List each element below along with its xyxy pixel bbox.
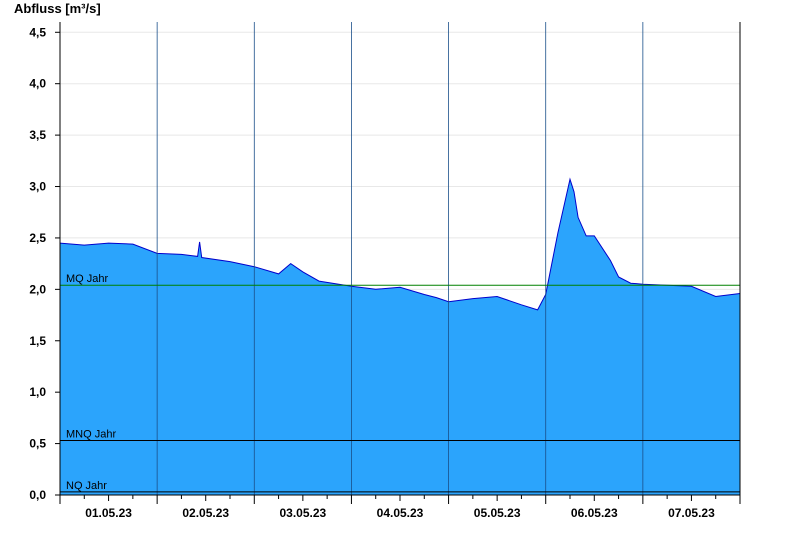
- y-tick-label-7: 3,5: [29, 128, 46, 142]
- discharge-area: [60, 179, 740, 496]
- x-tick-label-5: 06.05.23: [571, 506, 618, 520]
- y-tick-label-1: 0,5: [29, 437, 46, 451]
- y-tick-label-8: 4,0: [29, 77, 46, 91]
- x-tick-label-0: 01.05.23: [85, 506, 132, 520]
- y-tick-label-5: 2,5: [29, 231, 46, 245]
- x-tick-label-2: 03.05.23: [279, 506, 326, 520]
- y-tick-label-0: 0,0: [29, 488, 46, 502]
- x-tick-label-1: 02.05.23: [182, 506, 229, 520]
- x-tick-label-6: 07.05.23: [668, 506, 715, 520]
- y-tick-label-4: 2,0: [29, 282, 46, 296]
- y-tick-label-6: 3,0: [29, 180, 46, 194]
- reference-label-1: MNQ Jahr: [66, 429, 116, 441]
- y-axis-title: Abfluss [m³/s]: [14, 1, 101, 16]
- discharge-line: [59, 177, 741, 311]
- reference-label-0: MQ Jahr: [66, 273, 109, 285]
- x-tick-label-4: 05.05.23: [474, 506, 521, 520]
- y-tick-label-3: 1,5: [29, 334, 46, 348]
- y-tick-label-9: 4,5: [29, 25, 46, 39]
- reference-label-2: NQ Jahr: [66, 480, 107, 492]
- x-tick-label-3: 04.05.23: [377, 506, 424, 520]
- y-tick-label-2: 1,0: [29, 385, 46, 399]
